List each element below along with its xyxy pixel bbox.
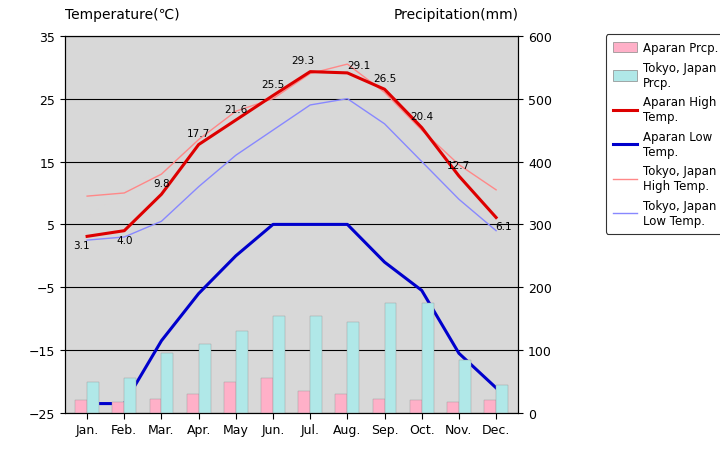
Bar <box>150 399 161 413</box>
Legend: Aparan Prcp., Tokyo, Japan
Prcp., Aparan High
Temp., Aparan Low
Temp., Tokyo, Ja: Aparan Prcp., Tokyo, Japan Prcp., Aparan… <box>606 35 720 234</box>
Bar <box>125 379 136 413</box>
Bar <box>224 382 236 413</box>
Text: 6.1: 6.1 <box>495 222 512 232</box>
Text: 4.0: 4.0 <box>116 235 132 245</box>
Text: 12.7: 12.7 <box>447 160 471 170</box>
Bar <box>87 382 99 413</box>
Text: 29.1: 29.1 <box>347 61 370 71</box>
Bar <box>199 344 210 413</box>
Text: 17.7: 17.7 <box>187 129 210 139</box>
Bar <box>75 401 87 413</box>
Bar <box>373 399 384 413</box>
Text: 3.1: 3.1 <box>73 241 90 251</box>
Bar <box>447 402 459 413</box>
Text: Precipitation(mm): Precipitation(mm) <box>393 8 518 22</box>
Text: 9.8: 9.8 <box>153 179 170 189</box>
Text: 20.4: 20.4 <box>410 112 433 122</box>
Text: 29.3: 29.3 <box>291 56 315 66</box>
Bar <box>261 379 273 413</box>
Bar <box>273 316 285 413</box>
Text: 25.5: 25.5 <box>261 80 284 90</box>
Bar <box>186 394 199 413</box>
Bar <box>484 401 496 413</box>
Text: Temperature(℃): Temperature(℃) <box>65 8 179 22</box>
Bar <box>298 391 310 413</box>
Bar <box>161 353 174 413</box>
Bar <box>384 303 397 413</box>
Bar <box>496 385 508 413</box>
Bar <box>310 316 322 413</box>
Bar <box>236 331 248 413</box>
Bar <box>336 394 347 413</box>
Bar <box>347 322 359 413</box>
Text: 21.6: 21.6 <box>224 105 248 114</box>
Text: 26.5: 26.5 <box>373 74 396 84</box>
Bar <box>112 402 125 413</box>
Bar <box>422 303 433 413</box>
Bar <box>410 401 422 413</box>
Bar <box>459 360 471 413</box>
